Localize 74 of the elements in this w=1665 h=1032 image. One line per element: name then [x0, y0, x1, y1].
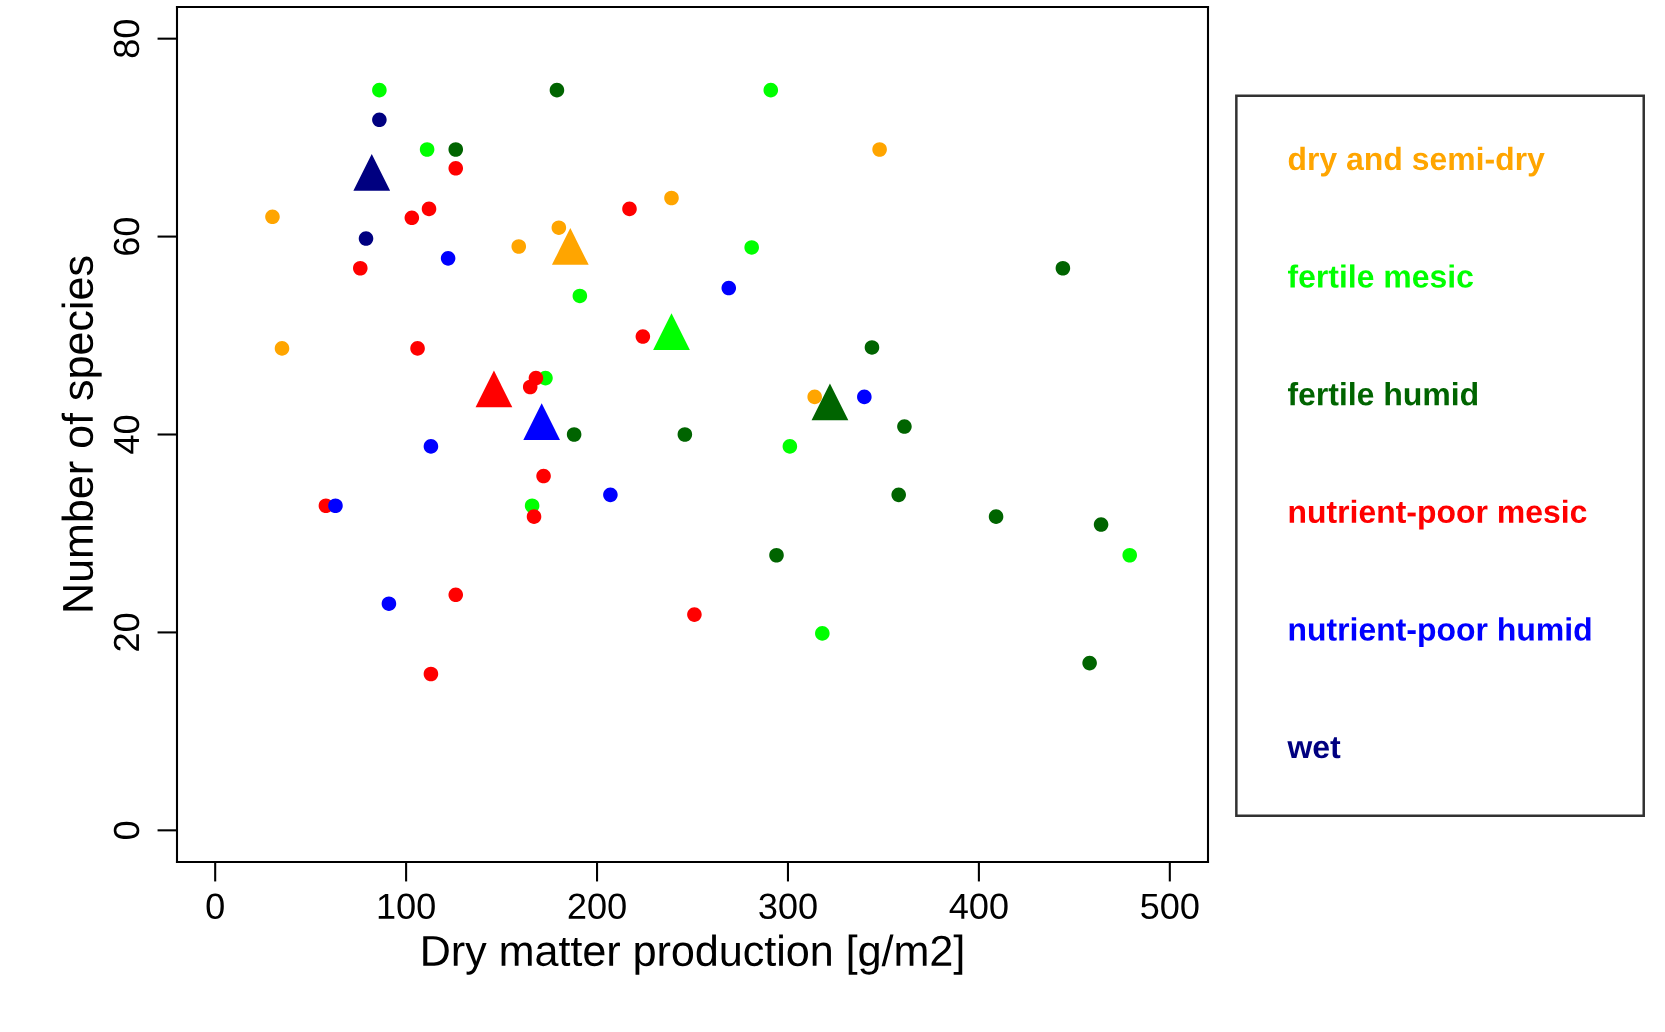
point: [566, 427, 582, 442]
point: [448, 142, 464, 157]
point: [265, 209, 280, 225]
point: [811, 383, 849, 421]
point: [549, 82, 565, 98]
text: nutrient-poor humid: [1289, 617, 1591, 648]
point: [423, 439, 439, 454]
y-tick-label: 60: [113, 217, 140, 255]
point: [864, 340, 880, 355]
point: [528, 370, 544, 386]
point: [353, 153, 391, 191]
y-tick-label: 80: [113, 19, 140, 58]
text: fertile humid: [1288, 382, 1478, 406]
x-tick-label: 100: [378, 893, 435, 920]
point: [677, 427, 693, 442]
y-tick-label: 20: [113, 613, 140, 651]
point: [572, 288, 588, 304]
text: wet: [1287, 737, 1341, 759]
point: [419, 142, 435, 157]
point: [536, 468, 551, 484]
point: [372, 82, 387, 98]
point: [664, 190, 679, 206]
point: [448, 161, 464, 176]
text: dry and semi-dry: [1288, 146, 1545, 177]
point: [381, 596, 397, 611]
point: [410, 341, 425, 356]
point: [1082, 655, 1097, 671]
point: [353, 260, 368, 276]
point: [448, 587, 464, 603]
point: [421, 201, 437, 217]
point: [358, 231, 374, 246]
y-axis-title: Number of species: [61, 256, 102, 611]
text: nutrient-poor mesic: [1289, 499, 1587, 530]
point: [744, 240, 759, 255]
point: [653, 313, 690, 350]
point: [511, 239, 527, 254]
x-tick-label: 300: [759, 893, 817, 920]
point: [721, 280, 737, 296]
point: [372, 112, 387, 128]
point: [423, 666, 439, 682]
point: [1122, 547, 1137, 563]
point: [1055, 260, 1071, 276]
point: [1093, 517, 1109, 532]
point: [551, 228, 589, 265]
point: [328, 498, 343, 514]
point: [635, 329, 651, 344]
point: [440, 251, 456, 266]
point: [782, 439, 798, 454]
point: [763, 82, 779, 98]
x-tick-label: 200: [568, 893, 626, 920]
point: [526, 509, 542, 524]
point: [872, 142, 887, 157]
point: [551, 220, 567, 235]
point: [807, 389, 822, 405]
y-tick-label: 0: [113, 821, 140, 839]
x-tick-label: 0: [206, 893, 224, 920]
x-tick-label: 400: [949, 893, 1008, 920]
point: [687, 607, 702, 622]
point: [523, 403, 561, 441]
point: [988, 509, 1004, 524]
x-axis-title: Dry matter production [g/m2]: [423, 934, 963, 975]
point: [274, 341, 290, 356]
point: [603, 487, 618, 503]
point: [857, 389, 872, 405]
point: [769, 547, 784, 563]
x-tick-label: 500: [1141, 893, 1199, 920]
point: [897, 419, 912, 434]
point: [891, 487, 906, 503]
text: fertile mesic: [1288, 264, 1473, 288]
point: [622, 201, 637, 217]
point: [815, 626, 830, 641]
y-tick-label: 40: [113, 415, 140, 454]
point: [404, 210, 420, 226]
point: [475, 370, 513, 408]
